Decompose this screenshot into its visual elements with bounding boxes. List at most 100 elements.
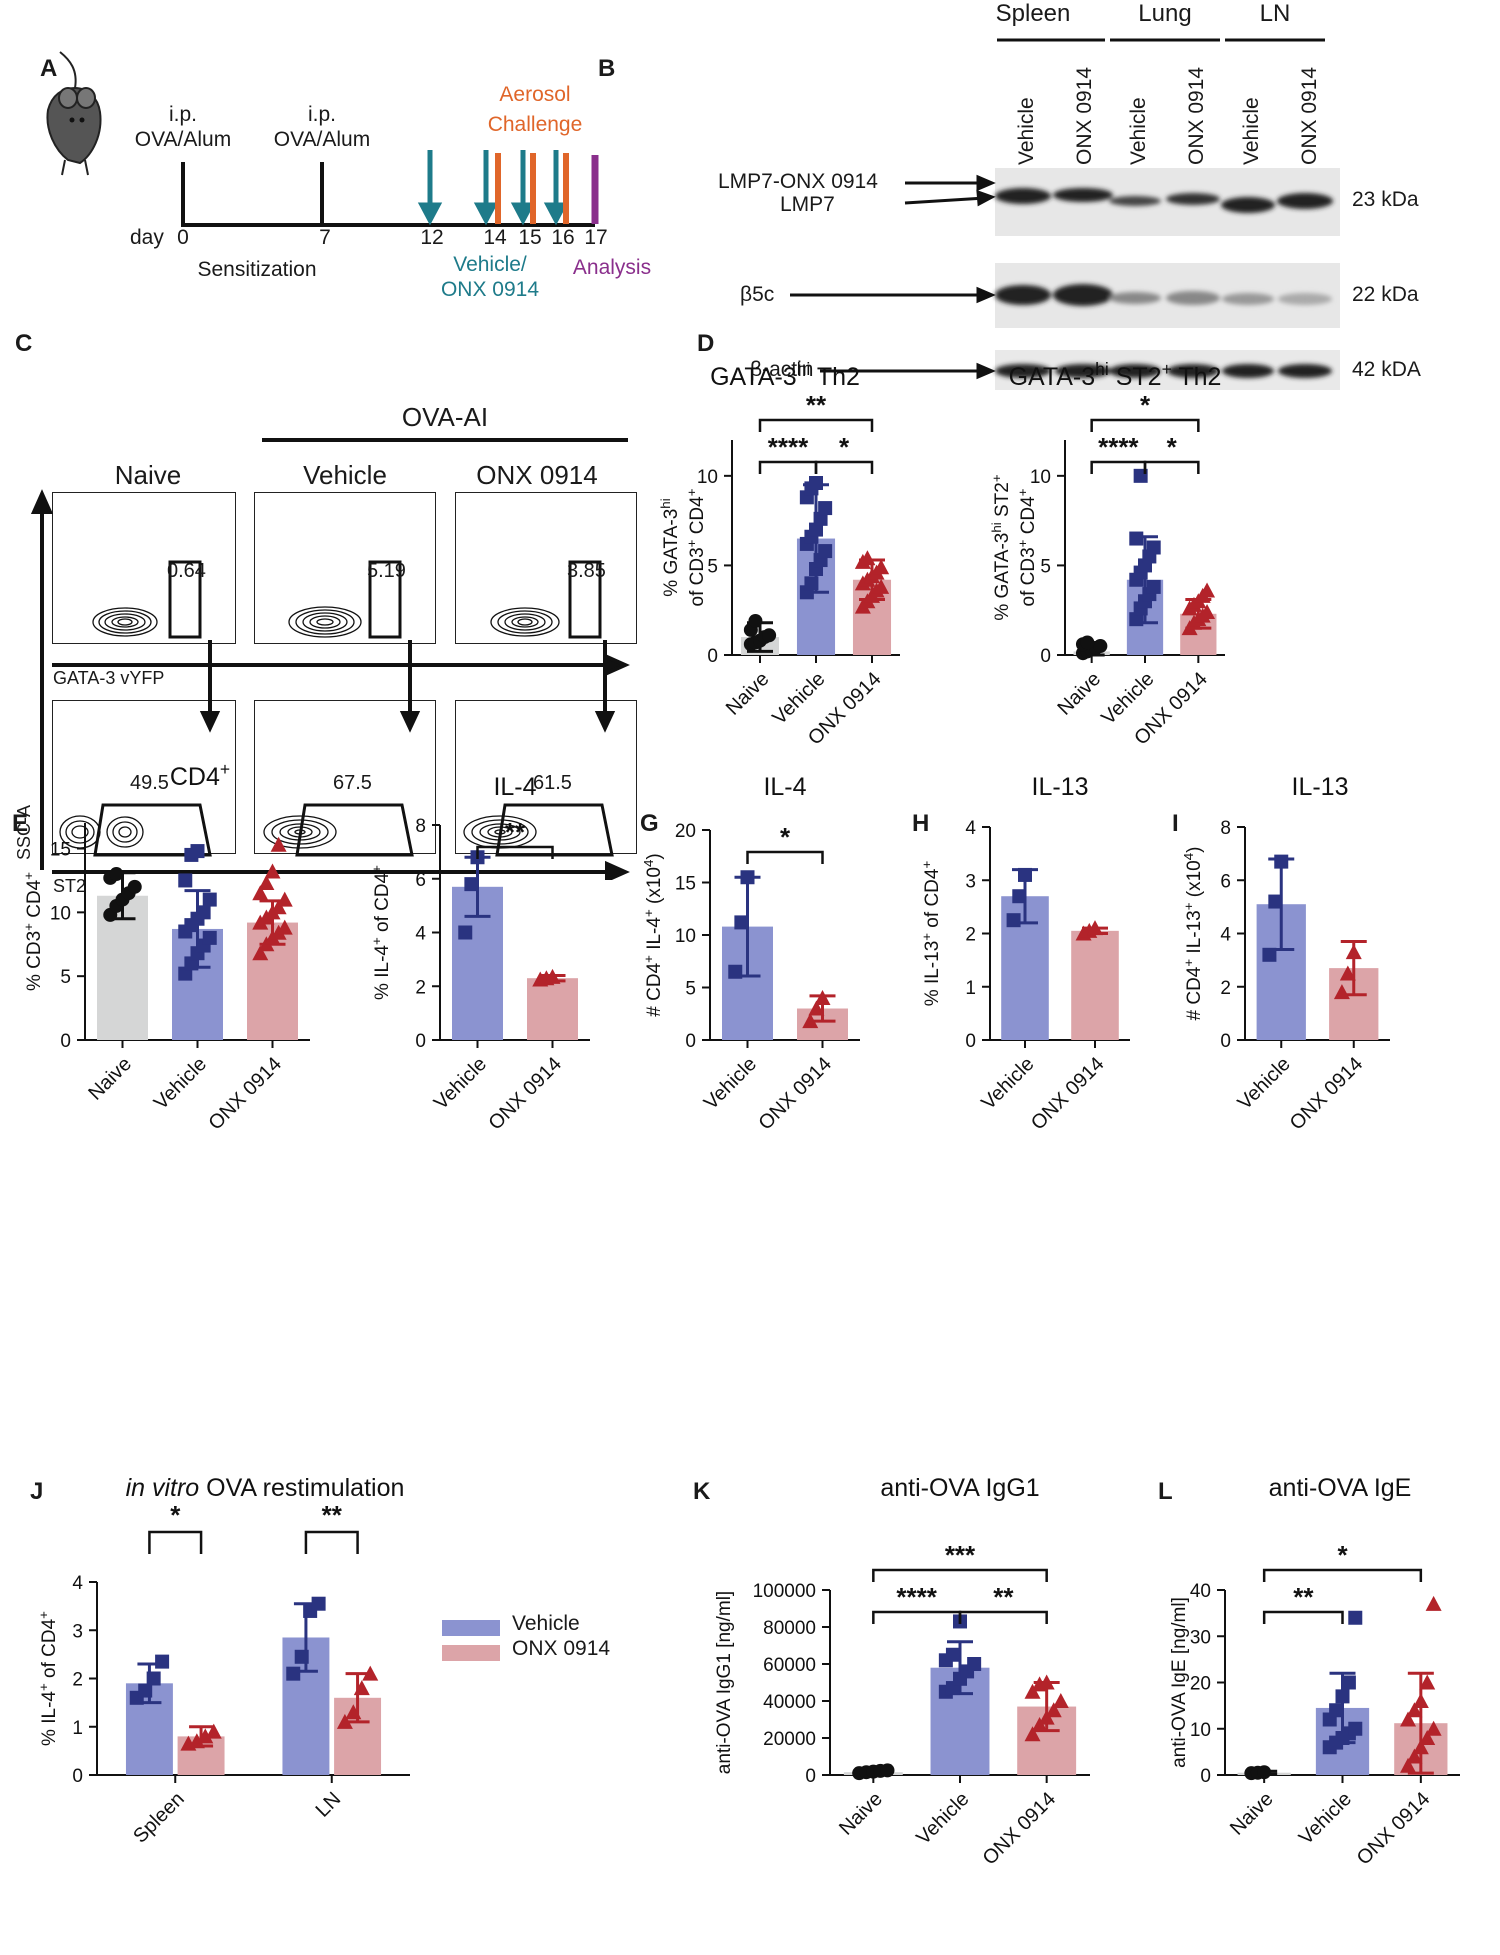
- chart-i-point-0-1: [1268, 894, 1283, 909]
- legend-swatch-onx: [442, 1645, 500, 1661]
- chart-k-ytick-label-3: 60000: [763, 1655, 816, 1676]
- chart-d2-point-1-9: [1146, 540, 1161, 555]
- chart-d1-point-2-4: [873, 578, 890, 594]
- chart-e-xtick-label-1: Vehicle: [150, 1053, 211, 1114]
- chart-k-sig-label-1: ****: [896, 1582, 937, 1612]
- chart-l-point-1-7: [1335, 1689, 1350, 1704]
- chart-k-ytick-label-5: 100000: [753, 1581, 816, 1602]
- chart-j-point-1-1-3: [362, 1665, 379, 1681]
- chart-d1-sig-label-2: *: [839, 432, 850, 462]
- chart-i-xtick-label-0: Vehicle: [1234, 1053, 1295, 1114]
- chart-k-title: anti-OVA IgG1: [880, 1474, 1039, 1502]
- chart-i-point-0-0: [1262, 947, 1277, 962]
- chart-l-point-2-7: [1412, 1693, 1429, 1708]
- chart-j-point-0-0-2: [146, 1671, 161, 1686]
- gate-onx-gata3: 3.85: [567, 560, 606, 582]
- chart-k-ylabel: anti-OVA IgG1 [ng/ml]: [714, 1591, 735, 1774]
- panel-letter-d: D: [697, 330, 715, 357]
- onx-treatment-label: ONX 0914: [440, 278, 540, 301]
- chart-h-xtick-label-0: Vehicle: [977, 1053, 1038, 1114]
- panel-letter-e: E: [12, 810, 29, 837]
- chart-h-ytick-label-4: 4: [965, 818, 976, 839]
- chart-e-point-0-4: [127, 879, 142, 894]
- chart-d1-point-1-9: [818, 501, 833, 516]
- chart-d1-xtick-label-0: Naive: [722, 668, 774, 720]
- chart-d2-point-0-6: [1080, 635, 1095, 650]
- chart-d2-sig-bracket-2: [1143, 460, 1200, 474]
- chart-i-ytick-label-3: 6: [1220, 871, 1231, 892]
- chart-e-point-2-0: [252, 945, 269, 961]
- chart-e-point-1-10: [178, 873, 193, 888]
- chart-l-ytick-label-0: 0: [1200, 1766, 1211, 1787]
- chart-k-sig-label-2: **: [993, 1582, 1014, 1612]
- analysis-label: Analysis: [572, 256, 652, 279]
- chart-f-bar-1: [527, 978, 578, 1040]
- chart-d2-xtick-label-0: Naive: [1053, 668, 1105, 720]
- chart-j-ytick-label-3: 3: [72, 1621, 83, 1642]
- chart-d2-sig-label-1: ****: [1098, 432, 1139, 462]
- chart-d2-point-1-4: [1146, 579, 1161, 594]
- sensitization-label: Sensitization: [197, 258, 317, 281]
- panel-letter-j: J: [30, 1478, 44, 1505]
- chart-l-xtick-label-0: Naive: [1226, 1788, 1278, 1840]
- chart-l-sig-label-1: **: [1293, 1582, 1314, 1612]
- chart-j-ytick-label-2: 2: [72, 1670, 83, 1691]
- chart-k-xtick-label-1: Vehicle: [912, 1788, 973, 1849]
- chart-e-point-2-9: [276, 891, 293, 907]
- chart-l-ytick-label-4: 40: [1190, 1581, 1211, 1602]
- chart-h-point-0-0: [1006, 913, 1021, 928]
- chart-e-point-1-12: [190, 844, 205, 859]
- day-7: 7: [319, 226, 331, 249]
- chart-i-ytick-label-1: 2: [1220, 978, 1231, 999]
- chart-g-xtick-label-1: ONX 0914: [754, 1053, 836, 1135]
- chart-l-ylabel: anti-OVA IgE [ng/ml]: [1169, 1597, 1190, 1768]
- chart-f-xtick-label-0: Vehicle: [430, 1053, 491, 1114]
- chart-d1-sig-bracket-2: [814, 460, 874, 474]
- chart-g-ytick-label-3: 15: [675, 874, 696, 895]
- band-label-b5c: β5c: [740, 283, 775, 306]
- chart-l-point-1-8: [1341, 1675, 1356, 1690]
- kda-22: 22 kDa: [1352, 283, 1419, 306]
- chart-j-sig-label-1: **: [322, 1500, 343, 1530]
- chart-e-ytick-label-2: 10: [50, 903, 71, 924]
- chart-k-ytick-label-1: 20000: [763, 1729, 816, 1750]
- ip-label-2: i.p.: [307, 103, 337, 126]
- chart-h-xtick-label-1: ONX 0914: [1027, 1053, 1109, 1135]
- chart-g-point-0-1: [734, 915, 749, 930]
- challenge-label: Challenge: [487, 113, 583, 136]
- chart-h-ytick-label-1: 1: [965, 978, 976, 999]
- chart-d2-title: GATA-3hi ST2+ Th2: [1009, 359, 1222, 391]
- chart-g-point-0-2: [740, 870, 755, 885]
- western-blot: [790, 168, 1340, 390]
- chart-d1-ytick-label-2: 10: [697, 467, 718, 488]
- panel-letter-l: L: [1158, 1478, 1173, 1505]
- tissue-lung: Lung: [1138, 0, 1192, 27]
- chart-h-bar-1: [1071, 930, 1119, 1040]
- chart-k-sig-label-0: ***: [945, 1540, 976, 1570]
- chart-d2-point-0-4: [1093, 639, 1108, 654]
- chart-d1-sig-label-0: **: [806, 390, 827, 420]
- flow-col-naive: Naive: [114, 460, 182, 490]
- panel-letter-c: C: [15, 330, 33, 357]
- legend-swatch-vehicle: [442, 1620, 500, 1636]
- chart-f-ylabel: % IL-4+ of CD4+: [369, 865, 394, 1000]
- chart-j-xtick-label-0: Spleen: [129, 1788, 189, 1848]
- chart-l-xtick-label-2: ONX 0914: [1353, 1788, 1435, 1870]
- chart-l-point-1-4: [1348, 1721, 1363, 1736]
- chart-d1-point-0-4: [762, 628, 777, 643]
- chart-f-point-1-2: [544, 968, 561, 984]
- chart-i-xtick-label-1: ONX 0914: [1286, 1053, 1368, 1135]
- chart-d1-point-1-12: [809, 476, 823, 490]
- chart-l-ytick-label-2: 20: [1190, 1674, 1211, 1695]
- chart-l-point-2-4: [1425, 1720, 1442, 1736]
- chart-k-xtick-label-2: ONX 0914: [979, 1788, 1061, 1870]
- chart-l-point-0-2: [1257, 1765, 1272, 1780]
- chart-d2-ylabel-2: of CD3+ CD4+: [1015, 488, 1040, 606]
- chart-e-point-2-11: [258, 874, 275, 890]
- chart-d2-ylabel-1: % GATA-3hi ST2+: [989, 474, 1014, 621]
- day-label: day: [130, 226, 164, 249]
- flow-xlabel-gata3: GATA-3 vYFP: [53, 668, 165, 688]
- chart-k-point-2-7: [1038, 1674, 1055, 1690]
- chart-g-point-1-1: [808, 1000, 825, 1016]
- chart-l-ytick-label-1: 10: [1190, 1720, 1211, 1741]
